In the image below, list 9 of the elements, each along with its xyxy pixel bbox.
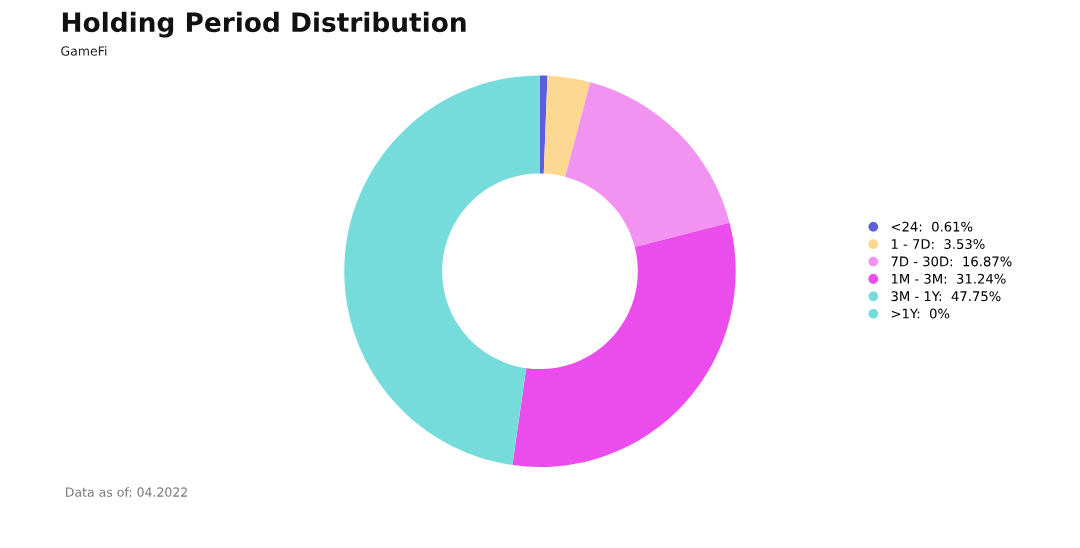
legend-label: <24: 0.61%: [891, 221, 973, 232]
legend-label: >1Y: 0%: [891, 308, 950, 319]
legend-label: 3M - 1Y: 47.75%: [891, 291, 1001, 302]
text: Data as of: 04.2022: [66, 487, 187, 497]
text: GameFi: [61, 46, 107, 56]
legend-label: 1 - 7D: 3.53%: [891, 239, 985, 250]
legend-label: 1M - 3M: 31.24%: [891, 273, 1006, 284]
legend-label: 7D - 30D: 16.87%: [891, 256, 1012, 267]
chart-title: Holding Period Distribution: [62, 11, 466, 38]
